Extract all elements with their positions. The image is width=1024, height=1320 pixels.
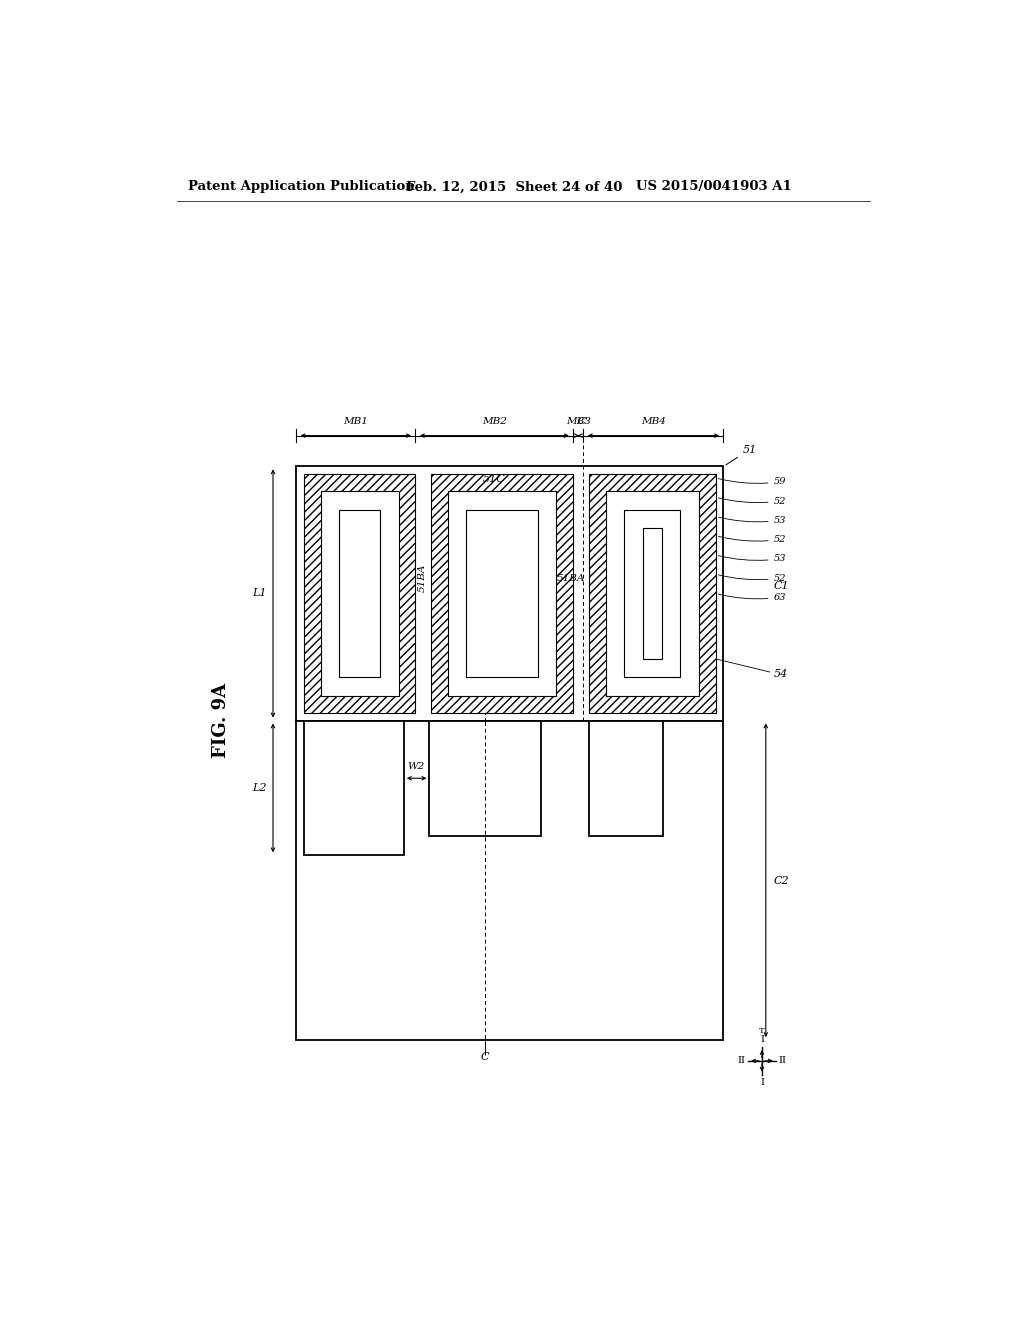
- Text: W1: W1: [351, 601, 368, 610]
- Bar: [626, 511, 679, 676]
- Bar: [323, 492, 397, 694]
- Text: MB3: MB3: [566, 417, 591, 426]
- Text: MB4: MB4: [641, 417, 666, 426]
- Text: 52: 52: [719, 574, 786, 582]
- Text: 51C: 51C: [482, 474, 506, 484]
- Text: Feb. 12, 2015  Sheet 24 of 40: Feb. 12, 2015 Sheet 24 of 40: [407, 181, 623, 194]
- Text: 53: 53: [719, 516, 786, 525]
- Bar: [304, 721, 403, 855]
- Text: I: I: [760, 1077, 764, 1086]
- Bar: [321, 491, 398, 696]
- Bar: [296, 721, 724, 1040]
- Text: L2: L2: [252, 783, 267, 793]
- Bar: [447, 491, 556, 696]
- Bar: [643, 528, 662, 659]
- Text: C2: C2: [773, 875, 790, 886]
- Bar: [429, 721, 541, 836]
- Bar: [625, 510, 680, 677]
- Text: 63: 63: [719, 593, 786, 602]
- Text: W2: W2: [408, 762, 425, 771]
- Bar: [296, 466, 724, 721]
- Text: C: C: [480, 1052, 489, 1061]
- Text: FIG. 9A: FIG. 9A: [212, 682, 230, 758]
- Text: MB2: MB2: [482, 417, 507, 426]
- Bar: [607, 492, 697, 694]
- Bar: [450, 492, 555, 694]
- Text: Patent Application Publication: Patent Application Publication: [188, 181, 415, 194]
- Text: 52: 52: [719, 496, 786, 506]
- Bar: [304, 474, 416, 713]
- Text: 59: 59: [719, 478, 786, 486]
- Text: 51BA: 51BA: [556, 574, 585, 582]
- Bar: [431, 474, 573, 713]
- Text: 52: 52: [719, 535, 786, 544]
- Bar: [466, 510, 538, 677]
- Text: 53: 53: [719, 554, 786, 564]
- Text: I: I: [760, 1035, 764, 1044]
- Bar: [589, 474, 716, 713]
- Text: 51BA: 51BA: [418, 564, 427, 593]
- Text: MB1: MB1: [343, 417, 369, 426]
- Text: L1: L1: [252, 589, 267, 598]
- Text: C': C': [578, 417, 589, 426]
- Bar: [590, 721, 663, 836]
- Text: US 2015/0041903 A1: US 2015/0041903 A1: [637, 181, 793, 194]
- Text: 54: 54: [773, 669, 787, 680]
- Text: T: T: [759, 1027, 765, 1035]
- Text: II: II: [779, 1056, 786, 1065]
- Text: II: II: [737, 1056, 745, 1065]
- Text: C1: C1: [773, 581, 790, 591]
- Bar: [339, 510, 380, 677]
- Bar: [605, 491, 698, 696]
- Text: 51: 51: [726, 445, 757, 465]
